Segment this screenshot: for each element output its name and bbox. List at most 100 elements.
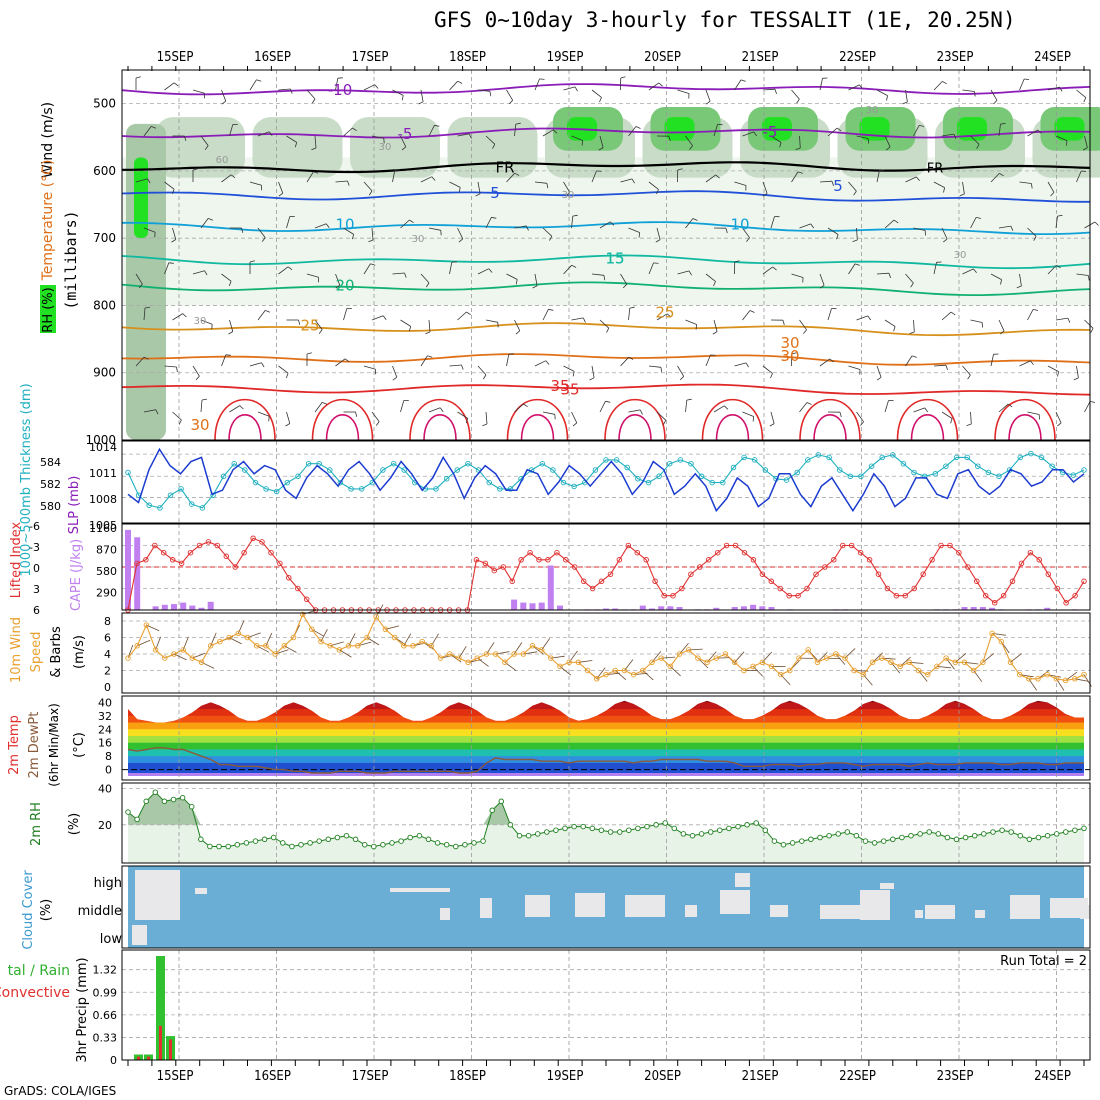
temperature-contour-label: 30 xyxy=(780,334,799,352)
lifted-index-line-point xyxy=(250,535,256,542)
wind-barb xyxy=(603,275,606,281)
wind-barb xyxy=(854,263,860,266)
wind-barb xyxy=(782,320,785,326)
rh-line-point xyxy=(453,843,459,850)
wind-axis-label: (m/s) xyxy=(72,635,87,669)
wind-speed-line-point xyxy=(419,638,425,645)
wind-barb xyxy=(941,411,953,419)
lifted-index-line-point xyxy=(652,578,658,585)
date-label-top: 18SEP xyxy=(449,50,486,65)
wind-barb xyxy=(762,192,768,197)
wind-barb xyxy=(151,126,157,129)
wind-barb xyxy=(976,217,982,219)
wind-barb xyxy=(143,126,152,137)
wind-barb xyxy=(195,375,200,381)
wind-barb xyxy=(791,273,804,278)
thickness-line-point xyxy=(762,467,769,473)
thickness-line-point xyxy=(380,467,386,473)
lifted-index-line-point xyxy=(947,542,953,549)
wind-barb xyxy=(461,364,464,370)
date-label-bottom: 22SEP xyxy=(839,1069,876,1084)
wind-barb xyxy=(135,76,141,79)
precip-tick-label: 0 xyxy=(110,1054,117,1067)
wind-barb xyxy=(970,319,983,323)
lifted-index-line-point xyxy=(277,560,283,567)
wind-barb xyxy=(876,272,890,275)
wind-barb xyxy=(1000,330,1005,335)
wind-barb xyxy=(848,263,856,275)
wind-barb xyxy=(168,262,174,264)
slp-tick-label: 1011 xyxy=(89,467,117,480)
rh-line-point xyxy=(179,794,186,801)
wind-barb xyxy=(1057,214,1063,217)
cloud-block xyxy=(480,898,492,918)
rh-line-point xyxy=(580,823,586,830)
wind-barb xyxy=(347,180,350,186)
date-label-bottom: 16SEP xyxy=(254,1069,291,1084)
rh-axis-label: (%) xyxy=(67,813,82,836)
rh-line-point xyxy=(389,840,395,846)
wind-barb xyxy=(599,401,606,413)
precip-tick-label: 0.33 xyxy=(93,1031,118,1044)
cape-tick-label: 870 xyxy=(96,544,117,557)
wind-barb xyxy=(506,273,518,280)
wind-barb xyxy=(734,181,747,186)
wind-speed-line-point xyxy=(952,659,959,666)
lifted-index-line-point xyxy=(598,578,605,585)
wind-barb xyxy=(876,170,880,183)
wind-barb xyxy=(648,262,654,275)
wind-barb xyxy=(420,355,428,367)
wind-tick-label: 8 xyxy=(104,615,111,628)
wind-barb xyxy=(164,82,175,91)
wind-barb xyxy=(713,281,716,287)
wind-barb xyxy=(1090,328,1094,333)
wind-barb xyxy=(962,268,974,275)
wind-barb xyxy=(200,135,209,146)
wind-speed-line-point xyxy=(437,655,444,661)
wind-barb xyxy=(967,374,971,380)
rh-line-point xyxy=(352,836,359,843)
wind-speed-line-point xyxy=(465,659,471,666)
cape-bar xyxy=(731,607,738,610)
wind-speed-line-point xyxy=(511,651,517,657)
wind-barb xyxy=(221,273,232,282)
wind-barb xyxy=(945,365,948,371)
rh-line-point xyxy=(899,834,905,841)
lifted-index-line-point xyxy=(938,542,944,549)
thickness-line-point xyxy=(879,454,885,461)
wind-barb xyxy=(278,266,289,275)
temperature-contour-label: 30 xyxy=(190,416,209,434)
wind-barb xyxy=(581,140,583,146)
wind-barb xyxy=(620,356,629,367)
wind-barb xyxy=(1066,140,1068,146)
wind-tick-label: 4 xyxy=(104,648,111,661)
wind-speed-line-point xyxy=(1062,677,1069,684)
wind-barb xyxy=(712,331,718,335)
rh-line-point xyxy=(534,831,541,837)
wind-barb xyxy=(553,129,558,134)
rh-line-point xyxy=(462,841,468,848)
wind-barb xyxy=(400,135,407,147)
wind-barb xyxy=(1027,129,1039,137)
temperature-contour xyxy=(813,413,847,441)
slp-axis-label: SLP (mb) xyxy=(67,476,82,535)
wind-frame xyxy=(121,612,1091,694)
temperature-contour xyxy=(228,413,262,441)
wind-barb xyxy=(1059,86,1063,92)
cape-bar xyxy=(547,565,554,610)
wind-speed-line-point xyxy=(823,655,830,661)
cloud-block xyxy=(1050,898,1088,918)
wind-speed-line-point xyxy=(851,667,857,674)
wind-barb xyxy=(610,221,615,226)
wind-barb xyxy=(705,89,711,102)
lifted-index-line-point xyxy=(902,592,909,599)
date-label-top: 22SEP xyxy=(839,50,876,65)
lifted-index-line-point xyxy=(732,542,739,549)
precip-tick-label: 0.99 xyxy=(93,986,118,999)
wind-barb xyxy=(628,227,640,233)
date-label-top: 17SEP xyxy=(352,50,389,65)
cape-bar xyxy=(740,606,747,610)
cloud-block xyxy=(1080,905,1090,919)
wind-barb xyxy=(228,331,234,335)
